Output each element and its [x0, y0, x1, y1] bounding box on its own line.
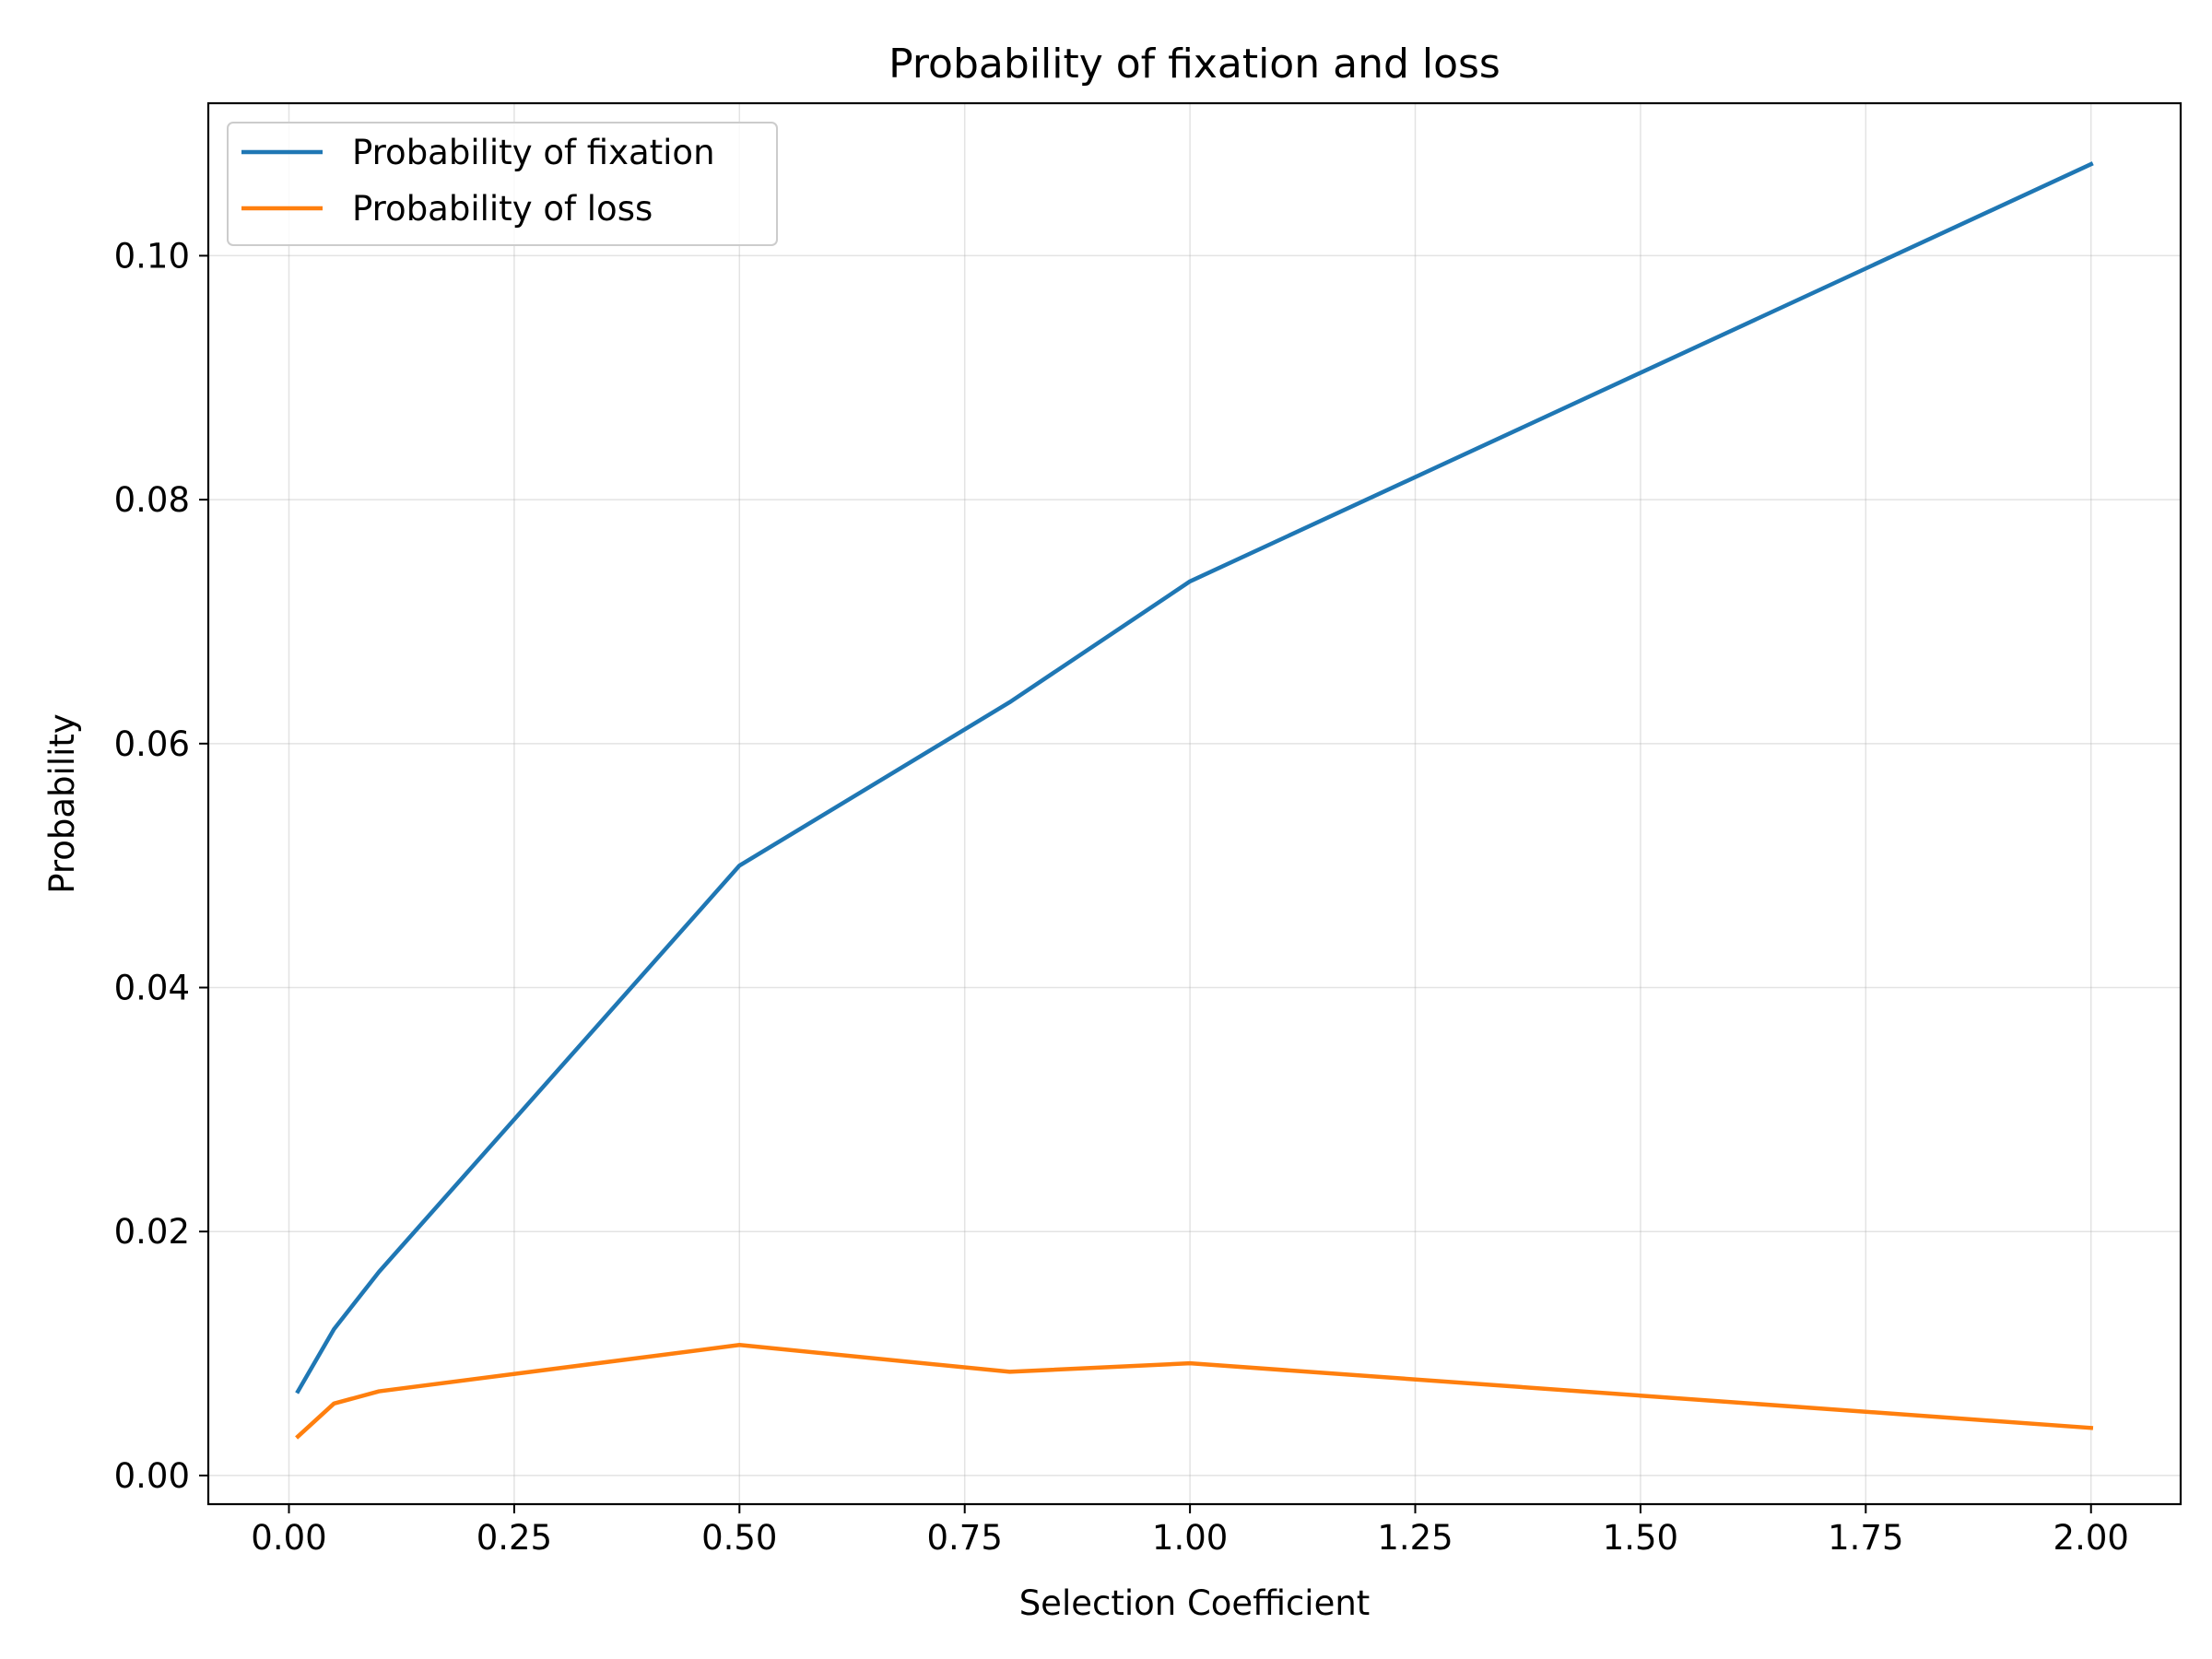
x-tick-label: 1.25 — [1377, 1518, 1453, 1558]
x-tick-label: 0.00 — [251, 1518, 326, 1558]
y-tick-label: 0.04 — [114, 969, 190, 1008]
legend: Probability of fixation Probability of l… — [227, 122, 778, 246]
series-line-loss — [295, 1343, 2094, 1440]
x-tick-label: 1.00 — [1152, 1518, 1228, 1558]
x-tick-label: 0.50 — [701, 1518, 777, 1558]
x-tick-label: 0.25 — [477, 1518, 552, 1558]
legend-label-loss: Probability of loss — [352, 189, 653, 229]
x-axis-label: Selection Coefficient — [1019, 1583, 1371, 1623]
x-tick-label: 1.75 — [1828, 1518, 1903, 1558]
series-line-fixation — [295, 161, 2094, 1394]
y-axis: 0.00 0.02 0.04 0.06 0.08 0.10 — [114, 236, 208, 1496]
legend-label-fixation: Probability of fixation — [352, 133, 715, 172]
grid — [208, 103, 2181, 1504]
y-tick-label: 0.06 — [114, 724, 190, 764]
y-axis-label: Probability — [42, 713, 82, 894]
y-tick-label: 0.00 — [114, 1456, 190, 1496]
x-axis: 0.00 0.25 0.50 0.75 1.00 1.25 1.50 1.75 2.00 — [251, 1504, 2129, 1558]
y-tick-label: 0.08 — [114, 480, 190, 520]
y-tick-label: 0.10 — [114, 236, 190, 276]
series-lines — [295, 161, 2094, 1440]
plot-frame — [206, 101, 2183, 1506]
x-tick-label: 1.50 — [1603, 1518, 1678, 1558]
y-tick-label: 0.02 — [114, 1212, 190, 1252]
legend-box — [227, 122, 778, 246]
x-tick-label: 0.75 — [927, 1518, 1003, 1558]
chart-title: Probability of fixation and loss — [888, 41, 1500, 88]
x-tick-label: 2.00 — [2053, 1518, 2129, 1558]
